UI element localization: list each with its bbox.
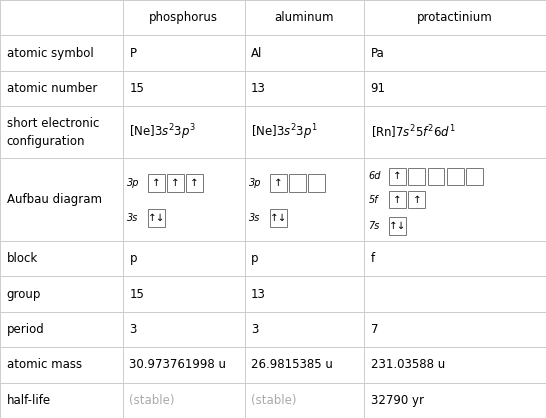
Text: protactinium: protactinium	[417, 11, 493, 24]
Text: 7: 7	[371, 323, 378, 336]
Text: Al: Al	[251, 47, 263, 60]
Text: 7s: 7s	[369, 221, 380, 231]
Text: $\mathrm{[Rn]7}s^{2}\mathrm{5}f^{2}\mathrm{6}d^{1}$: $\mathrm{[Rn]7}s^{2}\mathrm{5}f^{2}\math…	[371, 123, 455, 141]
Bar	[447, 168, 464, 185]
Bar	[389, 168, 406, 185]
Text: 91: 91	[371, 82, 385, 95]
Bar	[408, 168, 425, 185]
Text: phosphorus: phosphorus	[149, 11, 218, 24]
Bar	[148, 209, 165, 227]
Text: $\mathrm{[Ne]3}s^{2}\mathrm{3}p^{3}$: $\mathrm{[Ne]3}s^{2}\mathrm{3}p^{3}$	[129, 122, 197, 142]
Text: ↑: ↑	[393, 194, 402, 204]
Text: (stable): (stable)	[129, 394, 175, 407]
Bar	[428, 168, 444, 185]
Text: ↑: ↑	[171, 178, 180, 188]
Bar	[466, 168, 483, 185]
Bar	[148, 174, 165, 192]
Text: 3p: 3p	[249, 178, 262, 188]
Text: ↑: ↑	[190, 178, 199, 188]
Text: p: p	[129, 252, 137, 265]
Text: atomic mass: atomic mass	[7, 358, 82, 371]
Text: $\mathrm{[Ne]3}s^{2}\mathrm{3}p^{1}$: $\mathrm{[Ne]3}s^{2}\mathrm{3}p^{1}$	[251, 122, 318, 142]
Text: 26.9815385 u: 26.9815385 u	[251, 358, 333, 371]
Text: ↑: ↑	[274, 178, 283, 188]
Text: ↑: ↑	[412, 194, 422, 204]
Bar	[389, 191, 406, 208]
Text: ↑↓: ↑↓	[269, 213, 287, 223]
Text: 13: 13	[251, 288, 266, 301]
Bar	[167, 174, 184, 192]
Bar	[289, 174, 306, 192]
Text: 15: 15	[129, 82, 144, 95]
Bar	[186, 174, 203, 192]
Bar	[389, 217, 406, 235]
Bar	[308, 174, 325, 192]
Text: 231.03588 u: 231.03588 u	[371, 358, 445, 371]
Text: aluminum: aluminum	[275, 11, 334, 24]
Text: 15: 15	[129, 288, 144, 301]
Text: 6d: 6d	[369, 171, 381, 181]
Text: 32790 yr: 32790 yr	[371, 394, 424, 407]
Text: 3p: 3p	[127, 178, 140, 188]
Text: atomic symbol: atomic symbol	[7, 47, 93, 60]
Bar	[408, 191, 425, 208]
Text: atomic number: atomic number	[7, 82, 97, 95]
Text: Pa: Pa	[371, 47, 384, 60]
Text: ↑↓: ↑↓	[147, 213, 165, 223]
Text: period: period	[7, 323, 44, 336]
Bar	[270, 209, 287, 227]
Text: 30.973761998 u: 30.973761998 u	[129, 358, 227, 371]
Text: half-life: half-life	[7, 394, 51, 407]
Text: block: block	[7, 252, 38, 265]
Text: ↑: ↑	[152, 178, 161, 188]
Text: P: P	[129, 47, 136, 60]
Text: 3: 3	[129, 323, 137, 336]
Text: 3s: 3s	[127, 213, 139, 223]
Text: ↑↓: ↑↓	[389, 221, 407, 231]
Text: (stable): (stable)	[251, 394, 296, 407]
Text: ↑: ↑	[393, 171, 402, 181]
Text: f: f	[371, 252, 375, 265]
Bar	[270, 174, 287, 192]
Text: 3s: 3s	[249, 213, 260, 223]
Text: 3: 3	[251, 323, 259, 336]
Text: short electronic
configuration: short electronic configuration	[7, 117, 99, 148]
Text: Aufbau diagram: Aufbau diagram	[7, 193, 102, 206]
Text: group: group	[7, 288, 41, 301]
Text: 5f: 5f	[369, 194, 378, 204]
Text: 13: 13	[251, 82, 266, 95]
Text: p: p	[251, 252, 259, 265]
